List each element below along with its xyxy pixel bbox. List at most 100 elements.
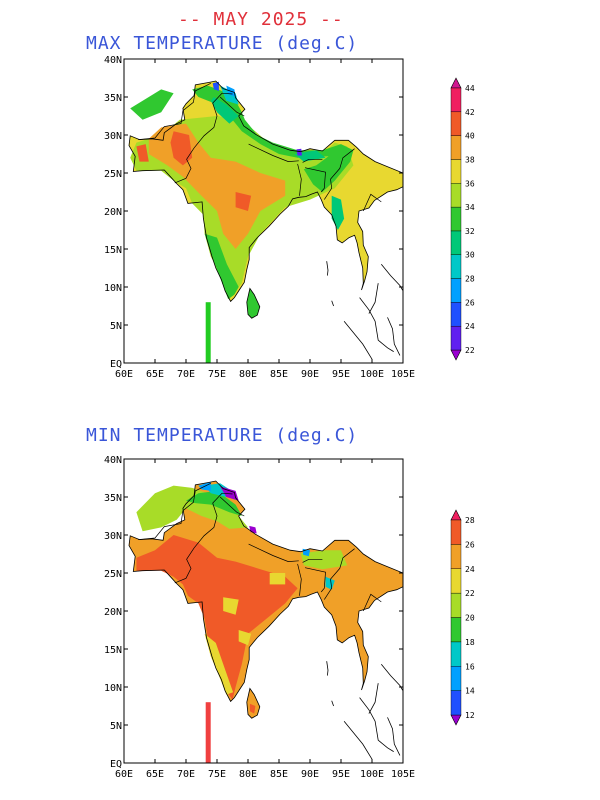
colorbar-segment: [450, 111, 462, 136]
colorbar-label: 32: [465, 227, 475, 236]
temperature-zone: [249, 703, 256, 714]
colorbar-segment: [450, 592, 462, 618]
lat-tick-label: 35N: [104, 493, 122, 504]
island-outline: [331, 300, 334, 307]
country-border: [304, 167, 326, 193]
lat-tick-label: 40N: [104, 55, 122, 66]
country-border: [362, 593, 382, 612]
temperature-zone: [136, 485, 248, 532]
coastline-sri-lanka: [246, 687, 261, 719]
lon-tick-label: 85E: [270, 769, 288, 780]
temperature-zone: [204, 233, 239, 300]
colorbar-segment: [450, 254, 462, 279]
colorbar-label: 20: [465, 614, 475, 623]
temperature-zone: [300, 550, 348, 570]
colorbar-segment: [450, 183, 462, 208]
coastline-east: [368, 683, 379, 714]
island-outline: [331, 700, 334, 707]
temperature-zone: [235, 192, 252, 211]
colorbar-segment: [450, 690, 462, 716]
lon-tick-label: 95E: [332, 769, 350, 780]
colorbar-label: 12: [465, 711, 475, 720]
lat-tick-label: 15N: [104, 245, 122, 256]
colorbar-min-arrow: [450, 714, 462, 726]
temperature-zone: [294, 150, 326, 162]
coastline-east: [359, 297, 394, 352]
colorbar-label: 14: [465, 687, 475, 696]
marker-bar: [205, 302, 211, 363]
colorbar-label: 34: [465, 203, 475, 212]
lon-tick-label: 90E: [301, 369, 319, 380]
colorbar-segment: [450, 568, 462, 594]
country-border: [302, 158, 323, 163]
lat-tick-label: 20N: [104, 207, 122, 218]
colorbar-min-arrow: [450, 349, 462, 361]
country-border: [138, 482, 211, 540]
max-temperature-colorbar: 22 24 26 28 30 32 34 36 38 40 42 44: [450, 77, 475, 361]
lat-tick-label: EQ: [110, 759, 122, 770]
lat-tick-label: 20N: [104, 607, 122, 618]
colorbar-segment: [450, 278, 462, 303]
coastline-east: [387, 317, 401, 356]
colorbar-label: 24: [465, 322, 475, 331]
colorbar-segment: [450, 544, 462, 569]
coastline-east: [343, 720, 373, 760]
colorbar-label: 22: [465, 346, 475, 355]
coastline-east: [380, 263, 403, 292]
lat-tick-label: 40N: [104, 455, 122, 466]
lat-tick-label: 10N: [104, 683, 122, 694]
colorbar-label: 38: [465, 155, 475, 164]
lat-tick-label: EQ: [110, 359, 122, 370]
marker-bar: [205, 702, 211, 763]
lat-tick-label: 30N: [104, 531, 122, 542]
colorbar-segment: [450, 135, 462, 160]
coastline-east: [380, 663, 403, 692]
colorbar-segment: [450, 206, 462, 232]
country-border: [362, 193, 382, 212]
country-border: [248, 543, 299, 562]
temperature-zone: [238, 630, 252, 646]
temperature-zone: [170, 131, 193, 166]
temperature-zone: [220, 85, 239, 105]
lon-tick-label: 85E: [270, 369, 288, 380]
lon-tick-label: 90E: [301, 769, 319, 780]
island-outline: [326, 261, 329, 276]
lon-tick-label: 70E: [177, 769, 195, 780]
temperature-zone: [186, 490, 242, 516]
max-temperature-map: 60E 65E 70E 75E 80E 85E 90E 95E 100E 105E EQ 5N 10N 1…: [104, 55, 415, 380]
lat-tick-label: 35N: [104, 93, 122, 104]
lon-tick-label: 60E: [115, 369, 133, 380]
coastline-east: [368, 283, 379, 314]
country-border: [138, 82, 211, 140]
lon-tick-label: 75E: [208, 369, 226, 380]
temperature-zone: [210, 97, 239, 124]
lon-tick-label: 100E: [360, 769, 384, 780]
island-outline: [326, 661, 329, 676]
coastline-sri-lanka: [246, 287, 261, 319]
colorbar-label: 22: [465, 589, 475, 598]
country-border: [324, 148, 355, 200]
country-border: [297, 563, 302, 596]
colorbar-segment: [450, 325, 462, 351]
min-temperature-map: 60E 65E 70E 75E 80E 85E 90E 95E 100E 105E EQ 5N 10N 1…: [104, 455, 415, 780]
coastline-east: [343, 320, 373, 360]
colorbar-max-arrow: [450, 509, 462, 521]
colorbar-label: 40: [465, 132, 475, 141]
coastline: [128, 480, 403, 703]
colorbar-segment: [450, 641, 462, 667]
country-border: [174, 92, 233, 184]
colorbar-segment: [450, 159, 462, 184]
coastline-east: [387, 717, 401, 756]
temperature-zone: [296, 148, 302, 156]
max-temperature-title: MAX TEMPERATURE (deg.C): [86, 33, 359, 54]
lon-tick-label: 95E: [332, 369, 350, 380]
temperature-zone: [331, 603, 341, 630]
lat-tick-label: 5N: [110, 721, 122, 732]
country-border: [248, 143, 299, 162]
country-border: [324, 548, 355, 600]
colorbar-segment: [450, 302, 462, 327]
min-temperature-title: MIN TEMPERATURE (deg.C): [86, 425, 359, 446]
colorbar-label: 26: [465, 298, 475, 307]
temperature-zone: [212, 81, 219, 91]
